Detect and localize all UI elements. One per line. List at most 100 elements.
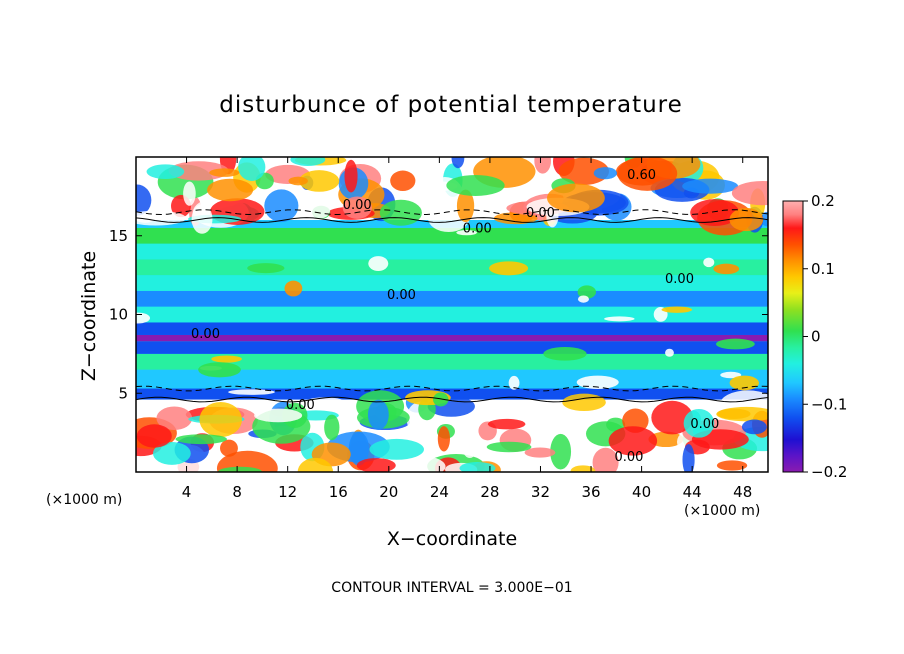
contour-interval-note: CONTOUR INTERVAL = 3.000E−01 (331, 580, 572, 596)
perturbation-blob (593, 167, 618, 180)
perturbation-blob (247, 263, 285, 274)
perturbation-blob (290, 157, 326, 166)
perturbation-blob (298, 170, 340, 192)
perturbation-blob (146, 164, 185, 180)
perturbation-blob (486, 441, 532, 453)
x-tick-label: 40 (632, 483, 651, 501)
perturbation-blob (524, 447, 556, 458)
contour-label: 0.00 (526, 206, 555, 221)
perturbation-blob (183, 181, 196, 206)
perturbation-blob (720, 371, 742, 379)
contour-label: 0.00 (343, 198, 372, 213)
contour-line (136, 396, 768, 403)
y-axis-label: Z−coordinate (78, 251, 100, 381)
x-tick-label: 44 (683, 483, 702, 501)
perturbation-blob (576, 375, 619, 389)
band-11 (136, 243, 768, 260)
contour-lines (136, 209, 768, 403)
x-unit-right: (×1000 m) (684, 503, 760, 519)
colorbar-tick-label: 0 (811, 328, 821, 346)
perturbation-blob (369, 438, 424, 460)
band-4 (136, 341, 768, 354)
x-unit-left: (×1000 m) (46, 492, 122, 508)
perturbation-blob (209, 168, 240, 177)
contour-label: 0.00 (665, 272, 694, 287)
perturbation-blob (729, 207, 764, 232)
perturbation-blob (175, 434, 227, 445)
x-tick-label: 20 (379, 483, 398, 501)
perturbation-blob (547, 183, 605, 213)
band-5 (136, 334, 768, 342)
contour-line (136, 385, 768, 392)
band-10 (136, 259, 768, 276)
perturbation-blob (661, 306, 693, 313)
contour-label: 0.00 (191, 327, 220, 342)
perturbation-blob (264, 189, 299, 223)
x-tick-label: 32 (531, 483, 550, 501)
perturbation-blob (228, 389, 275, 395)
perturbation-blob (665, 348, 674, 357)
contour-label: 0.00 (463, 222, 492, 237)
perturbation-blob (543, 346, 587, 361)
x-tick-label: 8 (232, 483, 242, 501)
band-3 (136, 353, 768, 370)
perturbation-blob (456, 189, 475, 223)
perturbation-blob (577, 295, 589, 303)
contour-label: 0.00 (690, 417, 719, 432)
x-tick-label: 36 (581, 483, 600, 501)
y-tick-label: 5 (118, 384, 128, 402)
perturbation-blob (368, 256, 389, 272)
colorbar-tick-label: −0.2 (811, 463, 847, 481)
x-tick-label: 28 (480, 483, 499, 501)
y-tick-label: 10 (109, 306, 128, 324)
perturbation-blob (310, 202, 331, 219)
perturbation-layer (136, 157, 768, 472)
perturbation-blob (715, 338, 755, 350)
band-8 (136, 290, 768, 307)
chart-title: disturbunce of potential temperature (219, 92, 683, 118)
perturbation-blob (683, 408, 715, 438)
perturbation-blob (729, 375, 759, 391)
x-tick-label: 48 (733, 483, 752, 501)
perturbation-blob (604, 316, 635, 322)
perturbation-blob (608, 426, 658, 456)
perturbation-blob (562, 393, 606, 411)
perturbation-blob (136, 210, 187, 226)
contour-label: 0.00 (614, 450, 643, 465)
x-axis-ticks: 4 8 12 16 20 24 28 32 36 40 44 48 (182, 157, 752, 501)
band-12 (136, 227, 768, 244)
perturbation-blob (682, 444, 695, 472)
perturbation-blob (716, 406, 768, 422)
x-tick-label: 24 (430, 483, 449, 501)
colorbar-tick-label: −0.1 (811, 395, 847, 413)
perturbation-blob (356, 458, 396, 472)
colorbar-tick-label: 0.2 (811, 192, 835, 210)
perturbation-blob (451, 157, 465, 169)
y-tick-label: 15 (109, 227, 128, 245)
perturbation-blob (558, 157, 609, 186)
perturbation-blob (682, 178, 739, 194)
band-1 (136, 388, 768, 400)
perturbation-blob (703, 257, 715, 268)
perturbation-blob (156, 406, 193, 431)
perturbation-blob (367, 399, 389, 430)
perturbation-blob (446, 174, 505, 196)
contour-label: 0.00 (387, 288, 416, 303)
perturbation-blob (297, 457, 334, 472)
perturbation-blob (433, 392, 449, 407)
contour-line (136, 217, 768, 223)
band-6 (136, 322, 768, 335)
perturbation-blob (648, 431, 684, 448)
perturbation-blob (324, 414, 340, 441)
perturbation-blob (136, 312, 151, 324)
perturbation-blob (508, 375, 520, 390)
contour-label: 0.60 (627, 168, 656, 183)
x-tick-label: 4 (182, 483, 192, 501)
perturbation-blob (550, 433, 572, 470)
perturbation-blob (651, 400, 693, 435)
perturbation-blob (617, 157, 678, 191)
x-tick-label: 16 (329, 483, 348, 501)
contour-labels: 0.60 0.00 0.00 0.00 0.00 0.00 0.00 0.00 0.00 0.00 (191, 168, 719, 465)
colorbar-tick-label: 0.1 (811, 260, 835, 278)
